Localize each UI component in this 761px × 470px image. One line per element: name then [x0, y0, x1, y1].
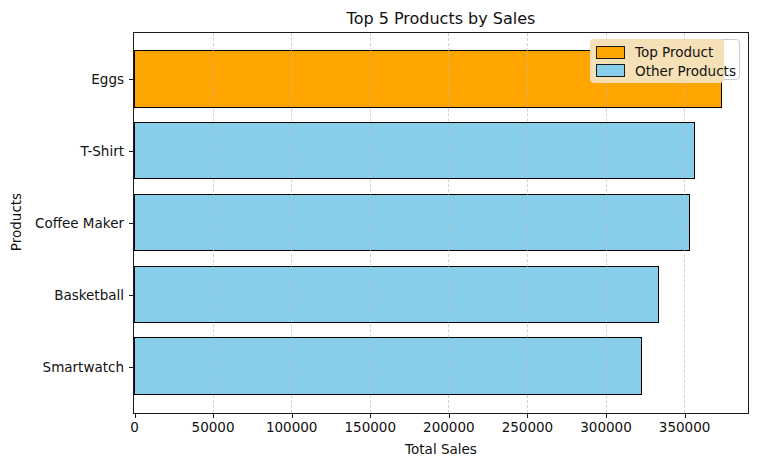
- y-tick-label-smartwatch: Smartwatch: [0, 359, 124, 375]
- bar-eggs: [134, 50, 722, 107]
- gridline-x-50000: [213, 33, 214, 413]
- y-tick-mark: [129, 79, 133, 80]
- x-tick-mark: [606, 414, 607, 418]
- x-tick-label: 250000: [502, 419, 554, 435]
- y-tick-mark: [129, 367, 133, 368]
- plot-area: [133, 32, 749, 414]
- figure: Top 5 Products by Sales Products 0500001…: [0, 0, 761, 470]
- x-tick-mark: [449, 414, 450, 418]
- x-tick-mark: [370, 414, 371, 418]
- x-tick-label: 300000: [580, 419, 632, 435]
- x-tick-mark: [292, 414, 293, 418]
- y-tick-mark: [129, 295, 133, 296]
- gridline-x-150000: [370, 33, 371, 413]
- y-tick-mark: [129, 223, 133, 224]
- y-tick-label-t-shirt: T-Shirt: [0, 143, 124, 159]
- chart-title: Top 5 Products by Sales: [133, 9, 749, 28]
- bar-smartwatch: [134, 337, 642, 394]
- gridline-x-250000: [527, 33, 528, 413]
- bar-coffee-maker: [134, 194, 690, 251]
- gridline-x-200000: [448, 33, 449, 413]
- bar-t-shirt: [134, 122, 695, 179]
- y-tick-label-eggs: Eggs: [0, 71, 124, 87]
- x-tick-mark: [213, 414, 214, 418]
- gridline-x-100000: [291, 33, 292, 413]
- x-tick-mark: [527, 414, 528, 418]
- x-axis-label: Total Sales: [133, 441, 749, 457]
- gridline-x-300000: [606, 33, 607, 413]
- x-tick-mark: [685, 414, 686, 418]
- x-tick-mark: [135, 414, 136, 418]
- x-tick-label: 0: [130, 419, 139, 435]
- y-tick-label-coffee-maker: Coffee Maker: [0, 215, 124, 231]
- x-tick-label: 350000: [659, 419, 711, 435]
- y-tick-label-basketball: Basketball: [0, 287, 124, 303]
- y-tick-mark: [129, 151, 133, 152]
- x-tick-label: 200000: [423, 419, 475, 435]
- x-tick-label: 150000: [344, 419, 396, 435]
- gridline-x-350000: [684, 33, 685, 413]
- x-tick-label: 100000: [266, 419, 318, 435]
- x-tick-label: 50000: [192, 419, 235, 435]
